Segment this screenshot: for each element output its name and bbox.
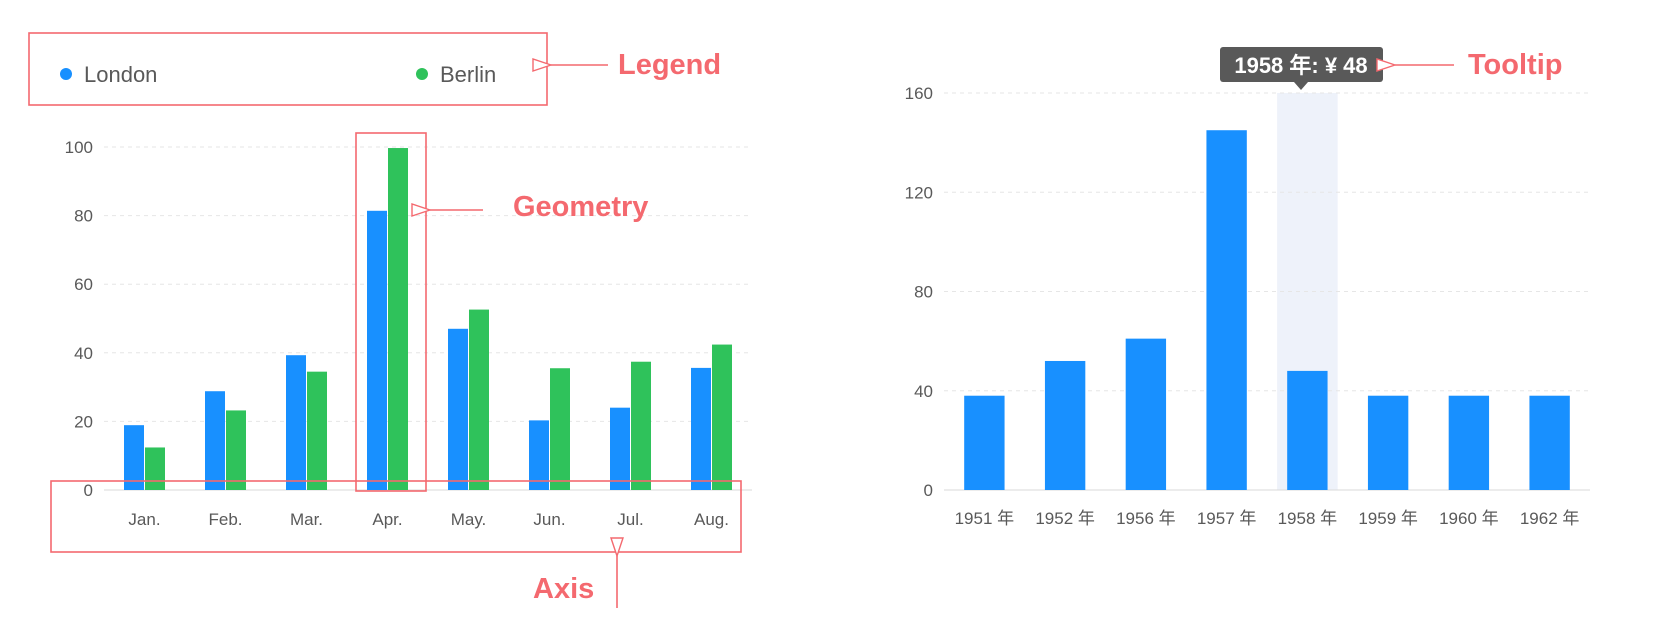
single-bar-chart: 0 40 80 120 160 1951 年 1952 年 1956 年 1957 年 1958…	[905, 47, 1590, 528]
left-x-tick-label: Jul.	[617, 510, 643, 529]
left-x-axis: Jan. Feb. Mar. Apr. May. Jun. Jul. Aug.	[128, 510, 729, 529]
left-x-tick-label: Jun.	[533, 510, 565, 529]
bar-1951[interactable]	[964, 395, 1005, 490]
tooltip: 1958 年: ¥ 48	[1220, 47, 1383, 90]
axis-annotation-label: Axis	[533, 573, 594, 605]
tooltip-text: 1958 年: ¥ 48	[1234, 53, 1367, 78]
right-x-tick-label: 1958 年	[1278, 509, 1338, 528]
right-y-tick-label: 40	[914, 382, 933, 401]
bar-1962[interactable]	[1529, 395, 1570, 490]
left-x-tick-label: Feb.	[208, 510, 242, 529]
right-gridlines	[944, 92, 1590, 491]
legend-item-berlin[interactable]: Berlin	[416, 62, 496, 87]
left-y-tick-label: 60	[74, 275, 93, 294]
right-y-tick-label: 80	[914, 283, 933, 302]
right-y-tick-label: 0	[924, 481, 933, 500]
left-bars	[124, 148, 732, 491]
bar-berlin[interactable]	[631, 361, 651, 490]
bar-berlin[interactable]	[388, 148, 408, 491]
right-x-tick-label: 1951 年	[955, 509, 1015, 528]
left-x-tick-label: Apr.	[372, 510, 402, 529]
left-gridlines	[104, 146, 752, 491]
tooltip-pointer	[1294, 82, 1308, 90]
bar-1959[interactable]	[1367, 395, 1409, 490]
bar-london[interactable]	[124, 425, 144, 490]
bar-london[interactable]	[448, 328, 468, 490]
right-x-tick-label: 1960 年	[1439, 509, 1499, 528]
legend-annotation-label: Legend	[618, 49, 721, 81]
bar-london[interactable]	[367, 210, 387, 490]
left-x-tick-label: Mar.	[290, 510, 323, 529]
legend-label-berlin: Berlin	[440, 62, 496, 87]
right-bars	[964, 130, 1570, 490]
bar-berlin[interactable]	[469, 309, 489, 490]
annotations: Legend Geometry Axis Tooltip	[28, 32, 1562, 608]
left-y-tick-label: 40	[74, 344, 93, 363]
axis-highlight-box	[50, 480, 742, 553]
legend: London Berlin	[60, 62, 496, 87]
left-y-tick-label: 100	[65, 138, 93, 157]
right-x-tick-label: 1952 年	[1035, 509, 1095, 528]
bar-berlin[interactable]	[550, 368, 570, 490]
right-y-axis: 0 40 80 120 160	[905, 84, 933, 500]
legend-marker-london	[60, 68, 72, 80]
left-x-tick-label: May.	[451, 510, 487, 529]
bar-london[interactable]	[610, 407, 630, 490]
bar-1958[interactable]	[1287, 370, 1328, 490]
geometry-highlight-box	[355, 132, 427, 492]
left-y-tick-label: 0	[84, 481, 93, 500]
right-x-axis: 1951 年 1952 年 1956 年 1957 年 1958 年 1959 年 1960…	[955, 509, 1580, 528]
bar-1956[interactable]	[1125, 338, 1167, 490]
bar-london[interactable]	[286, 355, 306, 490]
legend-marker-berlin	[416, 68, 428, 80]
bar-berlin[interactable]	[145, 447, 165, 490]
grouped-bar-chart: 0 20 40 60 80 100 Jan. Feb. Mar. Apr. May. Jun. Jul…	[60, 62, 752, 529]
bar-berlin[interactable]	[307, 371, 327, 490]
bar-london[interactable]	[205, 391, 225, 490]
geometry-annotation-label: Geometry	[513, 191, 648, 223]
bar-london[interactable]	[691, 367, 711, 490]
legend-item-london[interactable]: London	[60, 62, 157, 87]
bar-berlin[interactable]	[226, 410, 246, 490]
right-y-tick-label: 160	[905, 84, 933, 103]
right-x-tick-label: 1959 年	[1358, 509, 1418, 528]
right-x-tick-label: 1957 年	[1197, 509, 1257, 528]
bar-1952[interactable]	[1044, 360, 1086, 490]
bar-berlin[interactable]	[712, 344, 732, 490]
bar-london[interactable]	[529, 420, 549, 490]
tooltip-annotation-label: Tooltip	[1468, 49, 1562, 81]
right-x-tick-label: 1962 年	[1520, 509, 1580, 528]
left-y-tick-label: 80	[74, 207, 93, 226]
bar-1957[interactable]	[1206, 130, 1247, 490]
left-y-tick-label: 20	[74, 412, 93, 431]
left-y-axis: 0 20 40 60 80 100	[65, 138, 93, 500]
tooltip-box	[1220, 47, 1383, 82]
legend-label-london: London	[84, 62, 157, 87]
right-y-tick-label: 120	[905, 183, 933, 202]
right-x-tick-label: 1956 年	[1116, 509, 1176, 528]
bar-1960[interactable]	[1448, 395, 1490, 490]
left-x-tick-label: Aug.	[694, 510, 729, 529]
left-x-tick-label: Jan.	[128, 510, 160, 529]
